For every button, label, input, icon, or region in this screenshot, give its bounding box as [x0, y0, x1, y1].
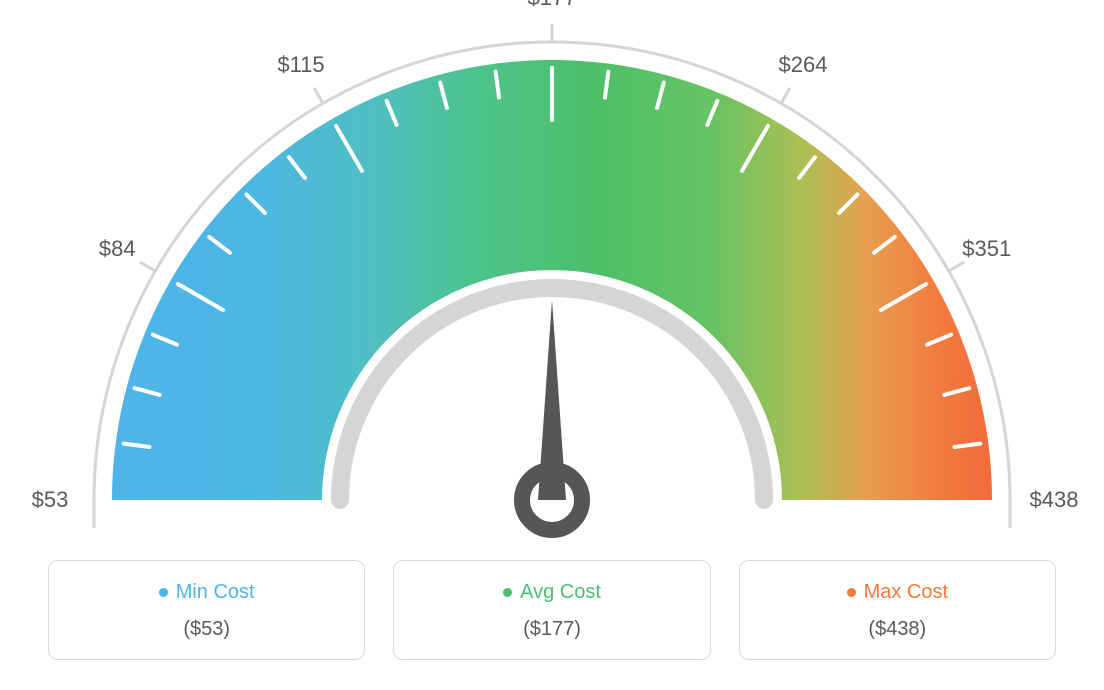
- gauge-svg: [0, 0, 1104, 540]
- legend-row: Min Cost ($53) Avg Cost ($177) Max Cost …: [0, 540, 1104, 660]
- gauge-chart: $53$84$115$177$264$351$438: [0, 0, 1104, 540]
- legend-card-min: Min Cost ($53): [48, 560, 365, 660]
- legend-label: Min Cost: [176, 581, 255, 603]
- dot-icon: [503, 588, 512, 597]
- legend-title-min: Min Cost: [59, 581, 354, 604]
- legend-value-avg: ($177): [404, 618, 699, 641]
- dot-icon: [159, 588, 168, 597]
- legend-card-max: Max Cost ($438): [739, 560, 1056, 660]
- legend-title-max: Max Cost: [750, 581, 1045, 604]
- legend-value-max: ($438): [750, 618, 1045, 641]
- legend-title-avg: Avg Cost: [404, 581, 699, 604]
- legend-card-avg: Avg Cost ($177): [393, 560, 710, 660]
- dot-icon: [847, 588, 856, 597]
- legend-value-min: ($53): [59, 618, 354, 641]
- legend-label: Max Cost: [864, 581, 948, 603]
- legend-label: Avg Cost: [520, 581, 601, 603]
